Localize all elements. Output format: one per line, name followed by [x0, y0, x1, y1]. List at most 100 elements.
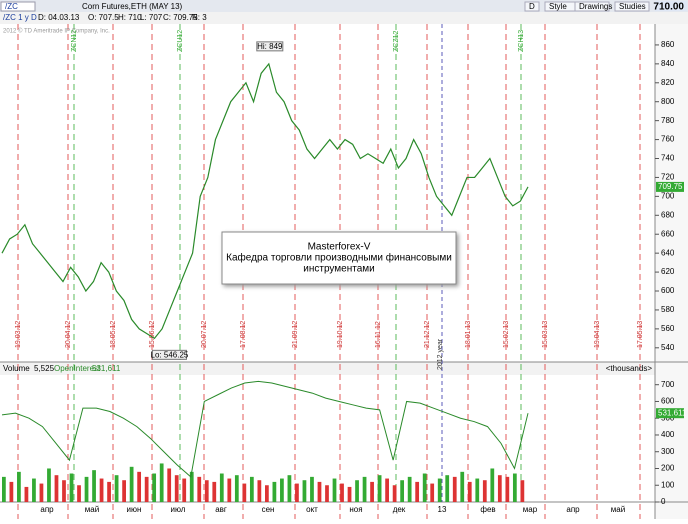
- volume-bar: [467, 481, 472, 502]
- y-tick-label: 780: [661, 116, 675, 125]
- month-label: апр: [566, 505, 580, 514]
- volume-bar: [62, 480, 66, 502]
- volume-bar: [295, 483, 299, 502]
- header-item: R: 3: [192, 13, 207, 22]
- header-item: H: 710: [118, 13, 142, 22]
- volume-bar: [167, 468, 172, 502]
- volume-bar: [249, 476, 254, 502]
- expiry-label: 16.11.12: [375, 321, 382, 348]
- button-label[interactable]: Style: [549, 2, 567, 11]
- month-label: фев: [480, 505, 495, 514]
- symbol[interactable]: /ZC: [5, 2, 18, 11]
- volume-bar: [520, 480, 525, 502]
- last-box: [655, 1, 687, 11]
- volume-bar: [452, 476, 457, 502]
- expiry-label: 15.02.13: [503, 321, 510, 348]
- watermark: 2012 © TD Ameritrade IP Company, Inc.: [3, 28, 110, 35]
- volume-bar: [107, 481, 111, 502]
- volume-bar: [377, 475, 382, 502]
- annotation: Hi: 849: [257, 42, 283, 51]
- month-label: мар: [523, 505, 538, 514]
- toolbar-button[interactable]: [574, 1, 610, 12]
- pane-title: Volume: [3, 364, 30, 373]
- current-box: [656, 181, 684, 192]
- volume-bar: [362, 476, 367, 502]
- volume-bar: [92, 470, 96, 502]
- volume-bar: [234, 475, 239, 502]
- y-tick-label: 600: [661, 397, 675, 406]
- expiry-label: 19.04.13: [594, 321, 601, 348]
- toolbar-button[interactable]: [614, 1, 650, 12]
- volume-bar: [437, 478, 442, 502]
- button-label[interactable]: Drawings: [579, 2, 612, 11]
- unit-label: <thousands>: [606, 364, 653, 373]
- y-tick-label: 700: [661, 191, 675, 200]
- current-label: 709.75: [658, 182, 683, 191]
- y-tick-label: 620: [661, 267, 675, 276]
- volume-bar: [32, 478, 36, 502]
- expiry-label: 18.05.12: [110, 321, 117, 348]
- volume-bar: [482, 480, 487, 502]
- roll-label: ZCZ12: [393, 31, 400, 53]
- volume-bar: [174, 475, 179, 502]
- volume-bar: [355, 480, 359, 502]
- button-label[interactable]: D: [529, 2, 535, 11]
- note-line: инструментами: [303, 264, 374, 275]
- y-tick-label: 580: [661, 305, 675, 314]
- y-tick-label: 820: [661, 78, 675, 87]
- volume-bar: [370, 481, 374, 502]
- y-tick-label: 680: [661, 210, 675, 219]
- note-box: [221, 231, 457, 285]
- volume-bar: [287, 475, 292, 502]
- volume-bar: [332, 478, 337, 502]
- month-label: май: [611, 505, 625, 514]
- header-bar: [0, 12, 688, 24]
- volume-bar: [302, 480, 307, 502]
- y-tick-label: 600: [661, 286, 675, 295]
- volume-bar: [204, 480, 209, 502]
- volume-bar: [490, 468, 495, 502]
- volume-bar: [445, 475, 450, 502]
- volume-bar: [280, 478, 284, 502]
- note-line: Кафедра торговли производными финансовым…: [226, 252, 452, 264]
- toolbar-button[interactable]: [524, 1, 540, 12]
- volume-bar: [24, 486, 29, 502]
- y-tick-label: 300: [661, 447, 675, 456]
- header-item: D: 04.03.13: [38, 13, 80, 22]
- volume-bar: [144, 476, 149, 502]
- volume-bar: [265, 485, 269, 502]
- y-tick-label: 100: [661, 480, 675, 489]
- volume-bar: [114, 475, 119, 502]
- y-tick-label: 0: [661, 497, 666, 506]
- expiry-label: 15.03.13: [542, 321, 549, 348]
- y-tick-label: 700: [661, 380, 675, 389]
- volume-bar: [475, 478, 480, 502]
- y-tick-label: 400: [661, 430, 675, 439]
- y-tick-label: 540: [661, 343, 675, 352]
- header-item: O: 707.5: [88, 13, 119, 22]
- y-tick-label: 840: [661, 59, 675, 68]
- volume-bar: [69, 473, 74, 502]
- volume-bar: [54, 475, 59, 502]
- button-label[interactable]: Studies: [619, 2, 646, 11]
- volume-bar: [182, 478, 187, 502]
- volume-bar: [17, 471, 21, 502]
- volume-bar: [242, 483, 247, 502]
- expiry-label: 17.05.13: [637, 321, 644, 348]
- volume-bar: [505, 476, 510, 502]
- symbol-box[interactable]: [0, 1, 36, 12]
- roll-label: ZCN12: [71, 30, 78, 52]
- volume-bar: [152, 473, 157, 502]
- price-axis: [655, 24, 688, 519]
- month-label: 13: [438, 505, 447, 514]
- volume-bar: [197, 476, 202, 502]
- expiry-label: 18.01.13: [465, 321, 472, 348]
- month-label: июн: [127, 505, 142, 514]
- month-label: дек: [393, 505, 406, 514]
- volume-bar: [407, 476, 412, 502]
- month-label: авг: [215, 505, 227, 514]
- volume-bar: [212, 481, 217, 502]
- volume-bar: [84, 476, 89, 502]
- month-label: июл: [171, 505, 186, 514]
- y-tick-label: 800: [661, 97, 675, 106]
